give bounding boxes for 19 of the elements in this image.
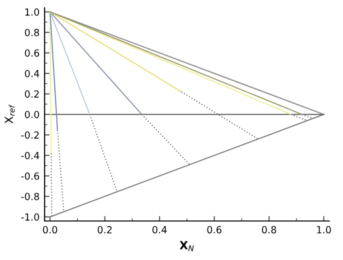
- y-tick-label: 0.6: [24, 49, 40, 57]
- y-tick-label: 0.8: [24, 28, 40, 36]
- x-tick-label: 0.2: [98, 226, 112, 234]
- x-tick-label: 0.8: [262, 226, 276, 234]
- x-tick-label: 0.6: [207, 226, 222, 234]
- x-tick-label: 0.4: [152, 226, 167, 234]
- y-tick-label: 0.4: [24, 70, 40, 78]
- x-tick-label: 1.0: [317, 226, 331, 234]
- x-tick-label: 0.0: [42, 226, 58, 234]
- y-tick-label: 0.0: [24, 110, 40, 118]
- x-axis-title: X$_{N}$: [180, 241, 194, 252]
- y-tick-label: -0.4: [21, 152, 40, 160]
- y-tick-label: 0.2: [24, 90, 39, 98]
- y-tick-label: -0.8: [21, 192, 40, 200]
- y-tick-label: -1.0: [21, 213, 40, 221]
- y-tick-label: -0.6: [21, 172, 40, 180]
- y-tick-label: 1.0: [25, 8, 40, 16]
- y-tick-label: -0.2: [21, 131, 39, 139]
- y-axis-title: X$_{ref}$: [4, 104, 15, 124]
